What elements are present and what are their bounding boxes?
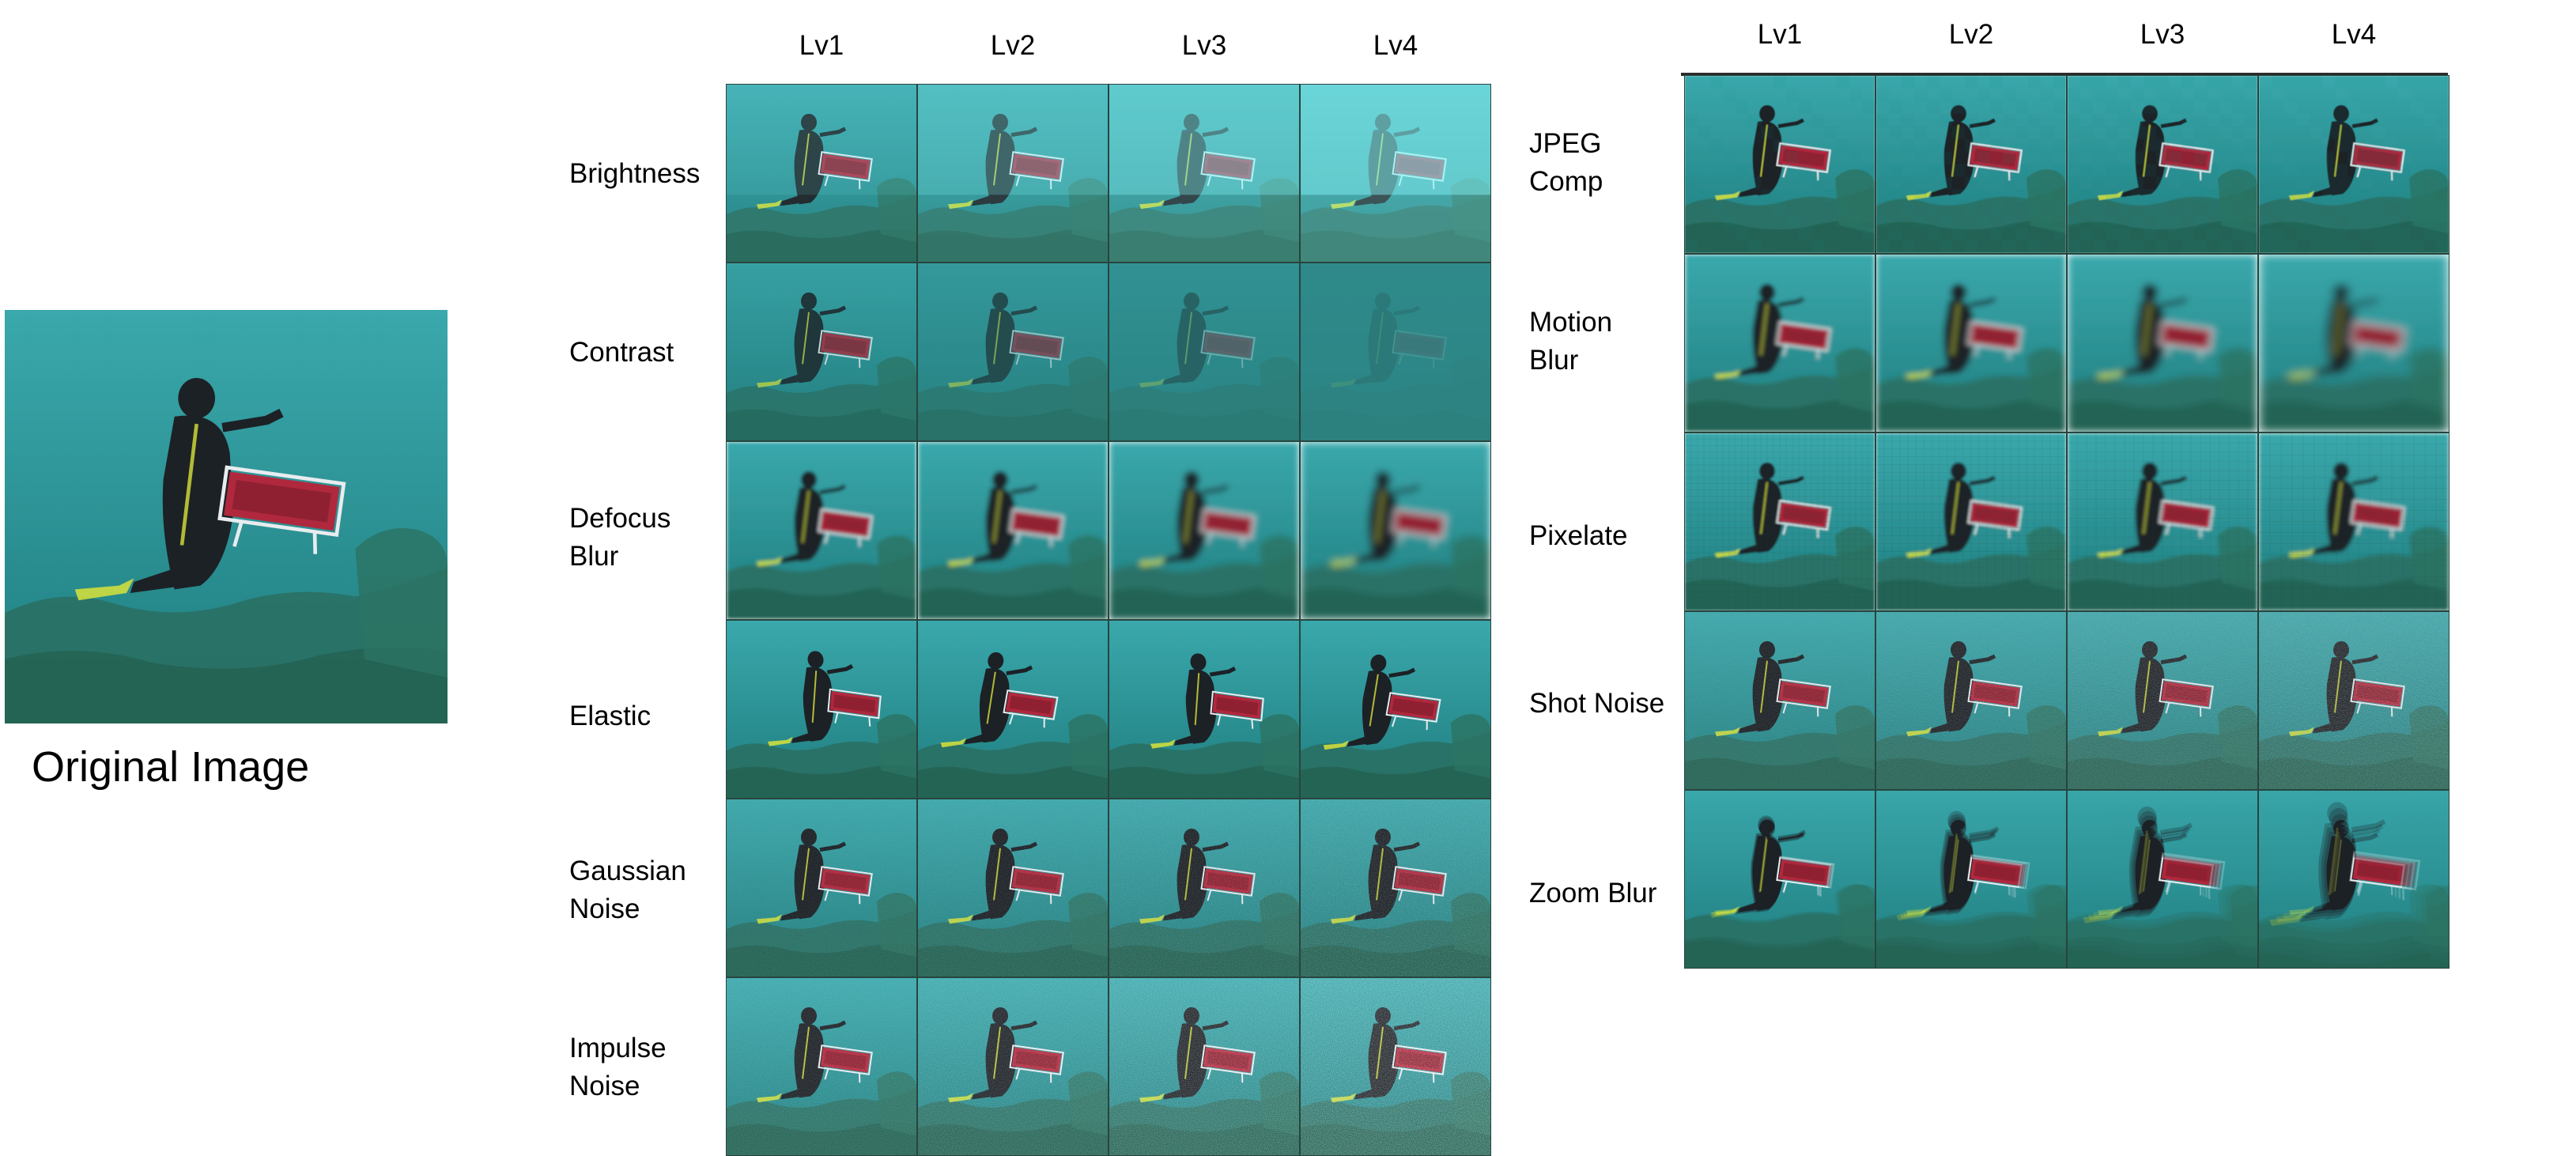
right-tile-pixelate-lv4 xyxy=(2258,433,2449,611)
original-image-caption: Original Image xyxy=(32,743,310,791)
left-tile-defocus-lv4 xyxy=(1300,441,1491,620)
left-col-header-lv3: Lv3 xyxy=(1181,30,1227,61)
left-tile-elastic-lv4 xyxy=(1300,620,1491,799)
left-tile-brightness-lv4 xyxy=(1300,84,1491,263)
right-grid-top-line xyxy=(1681,73,2448,76)
left-tile-impulse-lv3 xyxy=(1109,977,1300,1156)
left-tile-contrast-lv2 xyxy=(917,263,1109,441)
right-row-label-motion-blur: Motion Blur xyxy=(1529,307,1613,376)
right-tile-zoom-lv3 xyxy=(2067,790,2258,969)
left-tile-elastic-lv1 xyxy=(726,620,917,799)
right-tile-motion-lv3 xyxy=(2067,254,2258,433)
right-tile-shot-lv2 xyxy=(1875,611,2067,790)
right-col-header-lv2: Lv2 xyxy=(1948,19,1994,50)
left-tile-contrast-lv3 xyxy=(1109,263,1300,441)
left-tile-defocus-lv3 xyxy=(1109,441,1300,620)
right-col-header-lv3: Lv3 xyxy=(2140,19,2185,50)
left-tile-brightness-lv1 xyxy=(726,84,917,263)
left-tile-impulse-lv1 xyxy=(726,977,917,1156)
right-col-header-lv1: Lv1 xyxy=(1757,19,1803,50)
left-row-label-impulse-noise: Impulse Noise xyxy=(569,1033,667,1101)
left-row-label-brightness: Brightness xyxy=(569,158,701,189)
left-tile-gaussian-lv2 xyxy=(917,799,1109,977)
right-tile-jpeg-lv3 xyxy=(2067,75,2258,254)
right-tile-shot-lv4 xyxy=(2258,611,2449,790)
original-image xyxy=(5,310,448,723)
left-tile-brightness-lv3 xyxy=(1109,84,1300,263)
right-tile-zoom-lv1 xyxy=(1684,790,1875,969)
left-tile-gaussian-lv4 xyxy=(1300,799,1491,977)
left-tile-brightness-lv2 xyxy=(917,84,1109,263)
right-tile-zoom-lv2 xyxy=(1875,790,2067,969)
right-tile-motion-lv4 xyxy=(2258,254,2449,433)
left-row-label-gaussian-noise: Gaussian Noise xyxy=(569,856,686,924)
left-row-label-defocus-blur: Defocus Blur xyxy=(569,503,671,572)
right-tile-motion-lv2 xyxy=(1875,254,2067,433)
right-tile-shot-lv3 xyxy=(2067,611,2258,790)
left-row-label-elastic: Elastic xyxy=(569,701,652,731)
right-row-label-pixelate: Pixelate xyxy=(1529,520,1628,551)
left-col-header-lv1: Lv1 xyxy=(799,30,844,61)
left-tile-contrast-lv1 xyxy=(726,263,917,441)
right-tile-jpeg-lv1 xyxy=(1684,75,1875,254)
left-tile-defocus-lv2 xyxy=(917,441,1109,620)
right-tile-pixelate-lv3 xyxy=(2067,433,2258,611)
left-tile-defocus-lv1 xyxy=(726,441,917,620)
right-col-header-lv4: Lv4 xyxy=(2331,19,2377,50)
right-row-label-shot-noise: Shot Noise xyxy=(1529,688,1665,719)
left-tile-gaussian-lv3 xyxy=(1109,799,1300,977)
left-tile-elastic-lv3 xyxy=(1109,620,1300,799)
left-col-header-lv4: Lv4 xyxy=(1373,30,1418,61)
right-tile-shot-lv1 xyxy=(1684,611,1875,790)
right-tile-jpeg-lv4 xyxy=(2258,75,2449,254)
left-col-header-lv2: Lv2 xyxy=(990,30,1036,61)
right-row-label-zoom-blur: Zoom Blur xyxy=(1529,878,1657,909)
right-tile-jpeg-lv2 xyxy=(1875,75,2067,254)
underwater-diver-scene-icon xyxy=(5,310,448,723)
left-tile-impulse-lv4 xyxy=(1300,977,1491,1156)
right-tile-zoom-lv4 xyxy=(2258,790,2449,969)
left-tile-elastic-lv2 xyxy=(917,620,1109,799)
left-tile-gaussian-lv1 xyxy=(726,799,917,977)
left-tile-contrast-lv4 xyxy=(1300,263,1491,441)
right-tile-motion-lv1 xyxy=(1684,254,1875,433)
right-tile-pixelate-lv1 xyxy=(1684,433,1875,611)
left-tile-impulse-lv2 xyxy=(917,977,1109,1156)
right-tile-pixelate-lv2 xyxy=(1875,433,2067,611)
left-row-label-contrast: Contrast xyxy=(569,337,674,368)
right-row-label-jpeg-comp: JPEG Comp xyxy=(1529,128,1603,197)
